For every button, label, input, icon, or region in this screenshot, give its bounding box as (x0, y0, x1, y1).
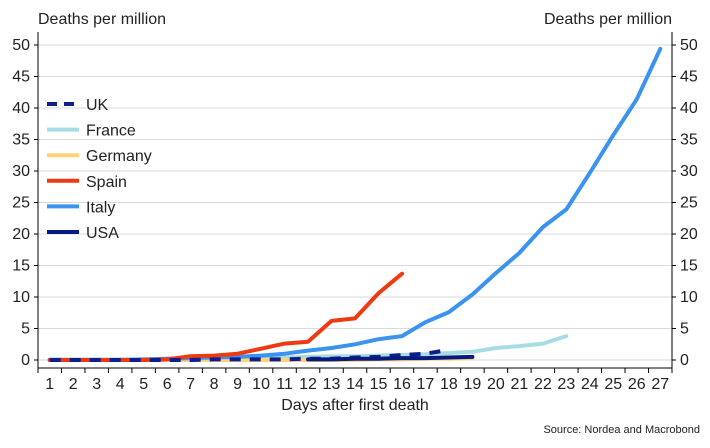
x-tick-label: 11 (276, 376, 293, 393)
series-lines (47, 46, 663, 362)
y-tick-label-right: 45 (680, 69, 698, 86)
y-tick-label-left: 0 (21, 352, 30, 369)
y-tick-label-left: 30 (12, 163, 30, 180)
x-tick-label: 16 (393, 376, 411, 393)
series-line-spain (47, 271, 404, 362)
x-tick-label: 3 (92, 376, 101, 393)
y-tick-label-right: 35 (680, 132, 698, 149)
x-tick-label: 18 (440, 376, 458, 393)
x-tick-label: 20 (487, 376, 505, 393)
y-tick-label-right: 5 (680, 321, 689, 338)
x-tick-label: 5 (139, 376, 148, 393)
y-tick-label-left: 20 (12, 226, 30, 243)
gridlines (38, 44, 672, 361)
x-tick-label: 21 (510, 376, 528, 393)
y-tick-label-right: 50 (680, 37, 698, 54)
x-tick-label: 14 (346, 376, 364, 393)
y-tick-label-right: 20 (680, 226, 698, 243)
y-tick-label-right: 40 (680, 100, 698, 117)
x-tick-label: 23 (557, 376, 575, 393)
x-tick-label: 12 (299, 376, 317, 393)
y-axis-title-right: Deaths per million (544, 11, 672, 28)
y-tick-label-left: 50 (12, 37, 30, 54)
x-tick-label: 19 (464, 376, 482, 393)
x-tick-label: 6 (163, 376, 172, 393)
y-tick-label-left: 45 (12, 69, 30, 86)
x-tick-label: 1 (45, 376, 54, 393)
y-tick-label-left: 25 (12, 195, 30, 212)
x-tick-label: 7 (186, 376, 195, 393)
x-tick-label: 24 (581, 376, 599, 393)
legend-label-germany: Germany (86, 148, 152, 165)
y-tick-label-left: 15 (12, 258, 30, 275)
axes (37, 32, 673, 369)
y-tick-label-right: 10 (680, 289, 698, 306)
y-tick-label-right: 25 (680, 195, 698, 212)
x-tick-label: 22 (534, 376, 552, 393)
y-tick-label-right: 0 (680, 352, 689, 369)
legend-label-uk: UK (86, 97, 109, 114)
y-tick-label-right: 15 (680, 258, 698, 275)
x-tick-label: 25 (604, 376, 622, 393)
x-tick-label: 15 (370, 376, 388, 393)
x-tick-label: 17 (417, 376, 435, 393)
x-tick-label: 2 (69, 376, 78, 393)
x-tick-label: 13 (323, 376, 341, 393)
y-ticks-left: 0 5 10 15 20 25 30 35 40 45 50 (12, 37, 38, 369)
series-line-italy (47, 46, 663, 362)
x-tick-label: 26 (628, 376, 646, 393)
y-tick-label-right: 30 (680, 163, 698, 180)
y-tick-label-left: 5 (21, 321, 30, 338)
y-tick-label-left: 10 (12, 289, 30, 306)
y-axis-title-left: Deaths per million (38, 11, 166, 28)
x-ticks: 1 2 3 4 5 6 7 8 9 10 11 12 13 14 15 16 17 18 19 20 21 22 23 24 2… (37, 368, 673, 393)
y-ticks-right: 0 5 10 15 20 25 30 35 40 45 50 (672, 37, 698, 369)
legend-label-usa: USA (86, 225, 119, 242)
x-axis-title: Days after first death (281, 397, 429, 414)
x-tick-label: 27 (651, 376, 669, 393)
series-line-usa (306, 354, 475, 362)
legend: UK France Germany Spain Italy USA (47, 97, 152, 242)
legend-label-france: France (86, 123, 136, 140)
x-tick-label: 4 (116, 376, 125, 393)
legend-label-italy: Italy (86, 199, 115, 216)
y-tick-label-left: 40 (12, 100, 30, 117)
legend-label-spain: Spain (86, 174, 127, 191)
x-tick-label: 9 (233, 376, 242, 393)
source-note: Source: Nordea and Macrobond (543, 424, 700, 436)
series-line-uk (49, 347, 450, 362)
y-tick-label-left: 35 (12, 132, 30, 149)
x-tick-label: 8 (210, 376, 219, 393)
x-tick-label: 10 (252, 376, 270, 393)
